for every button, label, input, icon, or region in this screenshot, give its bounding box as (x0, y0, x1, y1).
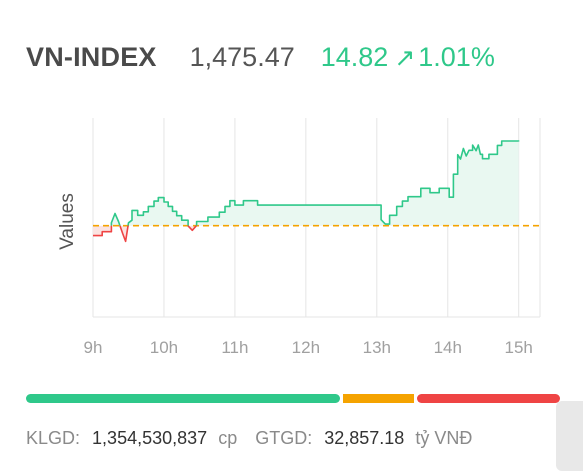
x-tick-label: 11h (221, 338, 248, 357)
index-name[interactable]: VN-INDEX (26, 42, 157, 72)
x-tick-label: 9h (84, 338, 103, 357)
x-tick-label: 15h (505, 338, 533, 357)
x-tick-label: 12h (292, 338, 320, 357)
index-value: 1,475.47 (189, 42, 295, 72)
x-tick-label: 14h (434, 338, 462, 357)
index-header: VN-INDEX 1,475.47 14.82 ↗ 1.01% (26, 42, 495, 82)
gtgd-value: 32,857.18 (324, 428, 405, 448)
klgd-value: 1,354,530,837 (92, 428, 208, 448)
x-tick-label: 10h (150, 338, 178, 357)
intraday-chart[interactable]: 9h 10h 11h 12h 13h 14h 15h Values (0, 105, 583, 365)
price-line-up (110, 140, 520, 226)
gtgd-label: GTGD: (255, 428, 313, 448)
index-change: 14.82 (320, 42, 389, 72)
scroll-handle[interactable] (556, 401, 583, 471)
breadth-down-segment (417, 394, 560, 403)
gtgd-unit: tỷ VNĐ (415, 428, 473, 448)
trend-up-icon: ↗ (394, 44, 416, 72)
breadth-unchanged-segment (343, 394, 414, 403)
market-breadth-bar (26, 394, 560, 403)
klgd-label: KLGD: (26, 428, 81, 448)
x-tick-label: 13h (363, 338, 391, 357)
klgd-unit: cp (218, 428, 238, 448)
index-percent: 1.01% (418, 42, 495, 72)
y-axis-label: Values (57, 193, 78, 250)
trading-summary: KLGD: 1,354,530,837 cp GTGD: 32,857.18 t… (26, 428, 472, 449)
breadth-up-segment (26, 394, 340, 403)
area-above-reference (111, 141, 519, 226)
